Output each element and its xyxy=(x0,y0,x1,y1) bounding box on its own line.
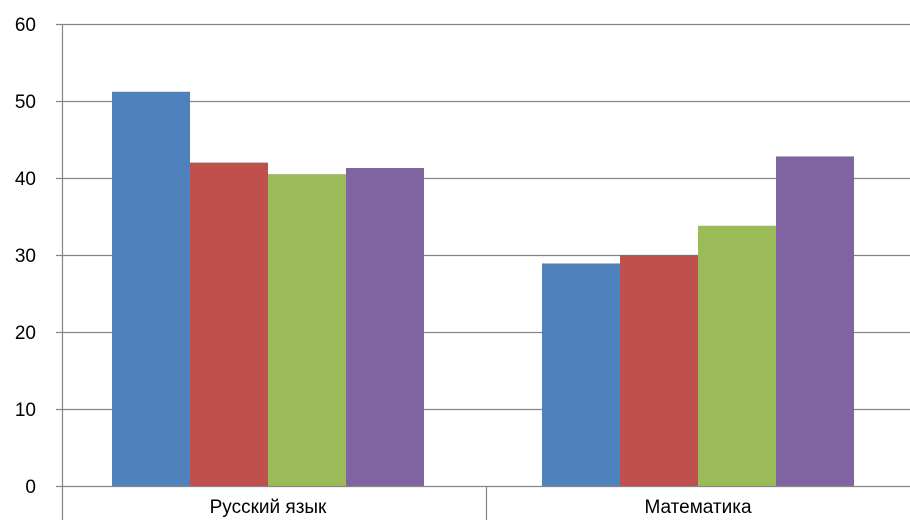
y-tick-label-0: 0 xyxy=(25,477,36,498)
y-tick-label-10: 10 xyxy=(15,400,36,421)
bars xyxy=(112,91,854,487)
bar-series-2-cat-2 xyxy=(620,255,698,486)
labels: 0 10 20 30 40 50 60 Русский язык Математика xyxy=(15,15,752,518)
y-tick-label-50: 50 xyxy=(15,92,36,113)
bar-series-3-cat-1 xyxy=(268,174,346,486)
x-category-label-2: Математика xyxy=(644,497,752,518)
bar-series-1-cat-2 xyxy=(542,263,620,486)
bar-series-3-cat-2 xyxy=(698,225,776,487)
bar-series-4-cat-2 xyxy=(776,156,854,486)
bar-series-2-cat-1 xyxy=(190,162,268,486)
y-tick-label-20: 20 xyxy=(15,323,36,344)
y-tick-label-40: 40 xyxy=(15,169,36,190)
y-tick-label-30: 30 xyxy=(15,246,36,267)
bar-series-4-cat-1 xyxy=(346,167,424,487)
x-category-label-1: Русский язык xyxy=(210,497,327,518)
y-tick-label-60: 60 xyxy=(15,15,36,36)
bar-series-1-cat-1 xyxy=(112,91,190,486)
axes xyxy=(56,24,910,520)
